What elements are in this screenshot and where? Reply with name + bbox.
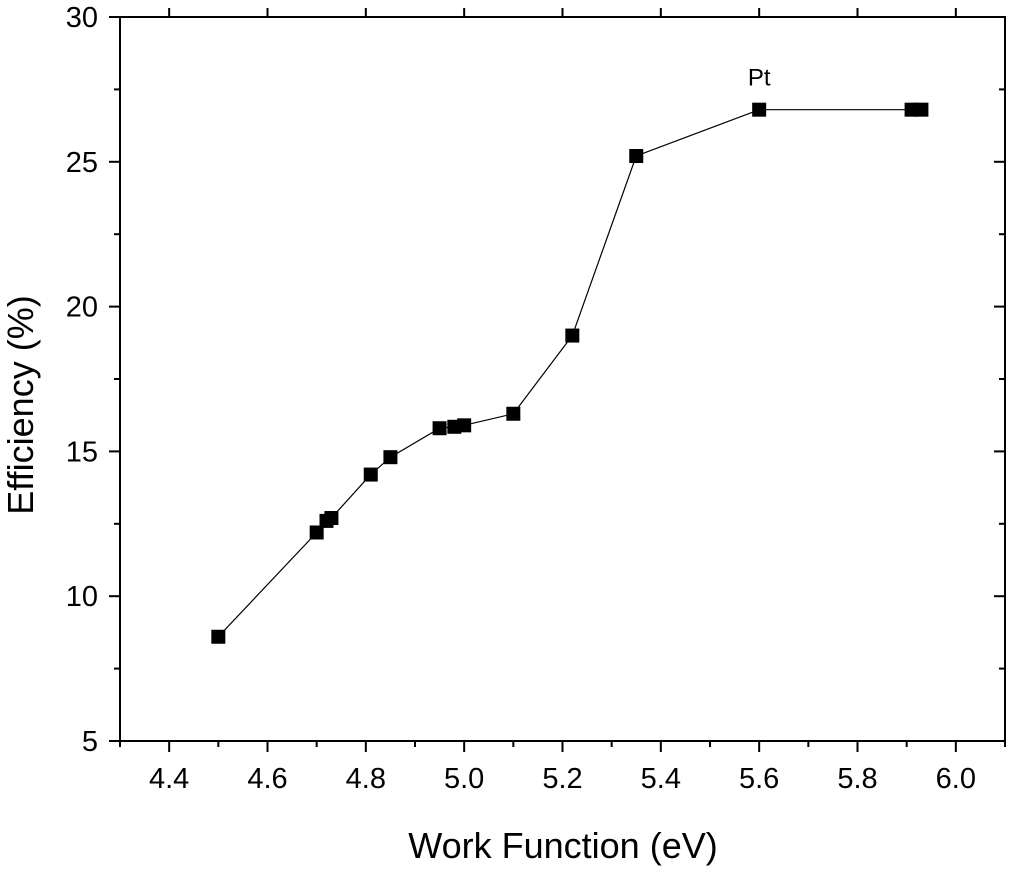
y-tick-label: 25 — [66, 147, 98, 179]
data-point — [457, 418, 472, 433]
data-point — [432, 421, 447, 436]
y-tick-label: 10 — [66, 581, 98, 613]
series-line — [217, 109, 922, 638]
x-tick-label: 5.4 — [641, 763, 681, 795]
plot-layer: 4.4 4.6 4.8 5.0 5.2 5.4 5.6 5.8 6.0 5 10 15 20 25 30 Pt — [66, 2, 1006, 795]
y-tick-label: 20 — [66, 292, 98, 324]
x-tick-label: 4.4 — [149, 763, 189, 795]
data-point — [211, 629, 226, 644]
x-tick-label: 4.8 — [346, 763, 386, 795]
y-axis-title: Efficiency (%) — [0, 295, 41, 514]
data-point — [506, 406, 521, 421]
y-tick-label: 15 — [66, 436, 98, 468]
data-point — [383, 450, 398, 465]
x-tick-label: 4.6 — [247, 763, 287, 795]
data-point — [363, 467, 378, 482]
y-tick-label: 30 — [66, 2, 98, 34]
data-point — [752, 102, 767, 117]
data-point — [914, 102, 929, 117]
data-point — [629, 149, 644, 164]
x-axis-title: Work Function (eV) — [408, 825, 717, 866]
data-point — [309, 525, 324, 540]
x-tick-label: 5.0 — [444, 763, 484, 795]
x-tick-label: 5.8 — [837, 763, 877, 795]
x-tick-label: 5.6 — [739, 763, 779, 795]
plot-frame — [119, 16, 1006, 742]
point-annotation: Pt — [748, 65, 771, 92]
data-point — [324, 511, 339, 526]
x-tick-label: 6.0 — [936, 763, 976, 795]
y-tick-label: 5 — [82, 726, 98, 758]
x-tick-label: 5.2 — [542, 763, 582, 795]
data-point — [565, 328, 580, 343]
